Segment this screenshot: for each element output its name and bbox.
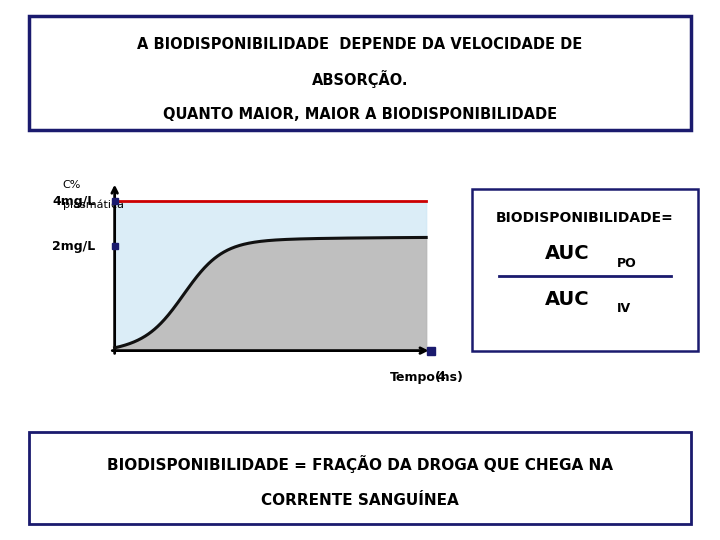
Text: CORRENTE SANGUÍNEA: CORRENTE SANGUÍNEA [261,494,459,508]
Text: IV: IV [617,302,631,315]
Text: PO: PO [617,257,636,270]
Text: BIODISPONIBILIDADE = FRAÇÃO DA DROGA QUE CHEGA NA: BIODISPONIBILIDADE = FRAÇÃO DA DROGA QUE… [107,455,613,473]
Text: AUC: AUC [544,289,589,309]
Text: ABSORÇÃO.: ABSORÇÃO. [312,70,408,87]
Text: Tempo(hs): Tempo(hs) [390,371,464,384]
Text: 4: 4 [436,371,445,384]
FancyBboxPatch shape [29,432,691,524]
Text: plasmática: plasmática [63,199,124,210]
FancyBboxPatch shape [472,189,698,351]
Text: BIODISPONIBILIDADE=: BIODISPONIBILIDADE= [496,211,674,225]
Text: A BIODISPONIBILIDADE  DEPENDE DA VELOCIDADE DE: A BIODISPONIBILIDADE DEPENDE DA VELOCIDA… [138,37,582,52]
Text: C%: C% [63,180,81,190]
Text: 2mg/L: 2mg/L [53,240,96,253]
Text: AUC: AUC [544,244,589,264]
Text: 4mg/L: 4mg/L [53,195,96,208]
FancyBboxPatch shape [29,16,691,130]
Text: QUANTO MAIOR, MAIOR A BIODISPONIBILIDADE: QUANTO MAIOR, MAIOR A BIODISPONIBILIDADE [163,107,557,123]
